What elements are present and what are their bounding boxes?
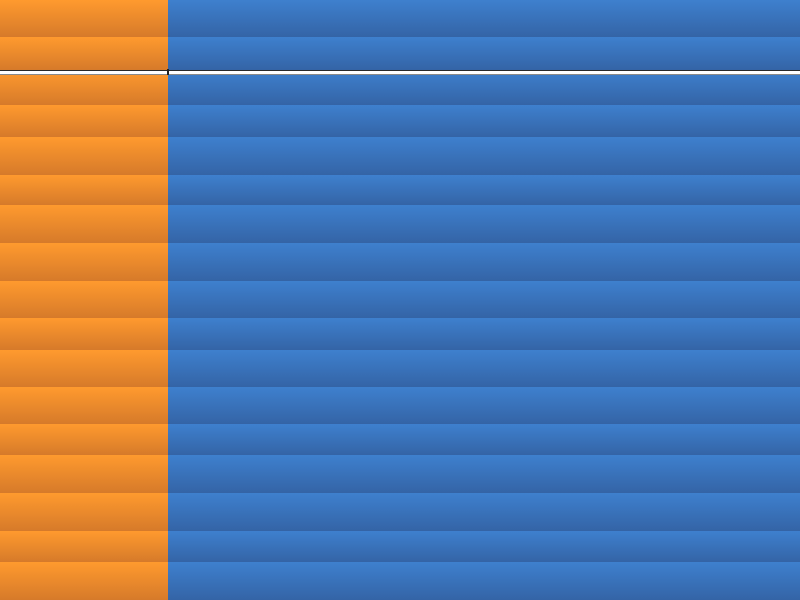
- band-left-cell: [0, 455, 168, 493]
- band-left-cell: [0, 37, 168, 70]
- band-right-cell: [168, 424, 800, 455]
- band-left-cell: [0, 493, 168, 531]
- band-row: [0, 175, 800, 205]
- band-row: [0, 387, 800, 424]
- band-row: [0, 205, 800, 243]
- band-row: [0, 105, 800, 137]
- band-right-cell: [168, 281, 800, 318]
- band-left-cell: [0, 175, 168, 205]
- band-row: [0, 0, 800, 37]
- band-left-cell: [0, 350, 168, 387]
- band-row: [0, 281, 800, 318]
- band-left-cell: [0, 281, 168, 318]
- band-right-cell: [168, 175, 800, 205]
- band-left-cell: [0, 387, 168, 424]
- band-right-cell: [168, 493, 800, 531]
- band-left-cell: [0, 243, 168, 281]
- column-divider-tick: [167, 69, 169, 75]
- band-right-cell: [168, 387, 800, 424]
- band-right-cell: [168, 318, 800, 350]
- band-left-cell: [0, 0, 168, 37]
- band-right-cell: [168, 243, 800, 281]
- band-left-cell: [0, 562, 168, 600]
- band-row: [0, 455, 800, 493]
- header-divider: [0, 70, 800, 75]
- band-row: [0, 424, 800, 455]
- band-right-cell: [168, 0, 800, 37]
- band-right-cell: [168, 105, 800, 137]
- band-right-cell: [168, 350, 800, 387]
- band-row: [0, 137, 800, 175]
- band-right-cell: [168, 455, 800, 493]
- band-left-cell: [0, 137, 168, 175]
- band-row: [0, 531, 800, 562]
- band-left-cell: [0, 318, 168, 350]
- band-row: [0, 318, 800, 350]
- band-row: [0, 70, 800, 105]
- band-row: [0, 243, 800, 281]
- band-left-cell: [0, 424, 168, 455]
- band-left-cell: [0, 105, 168, 137]
- band-right-cell: [168, 562, 800, 600]
- band-right-cell: [168, 137, 800, 175]
- band-row: [0, 493, 800, 531]
- band-row: [0, 37, 800, 70]
- band-right-cell: [168, 70, 800, 105]
- band-row: [0, 350, 800, 387]
- band-right-cell: [168, 531, 800, 562]
- band-left-cell: [0, 531, 168, 562]
- band-right-cell: [168, 37, 800, 70]
- band-left-cell: [0, 205, 168, 243]
- band-left-cell: [0, 70, 168, 105]
- band-row: [0, 562, 800, 600]
- band-right-cell: [168, 205, 800, 243]
